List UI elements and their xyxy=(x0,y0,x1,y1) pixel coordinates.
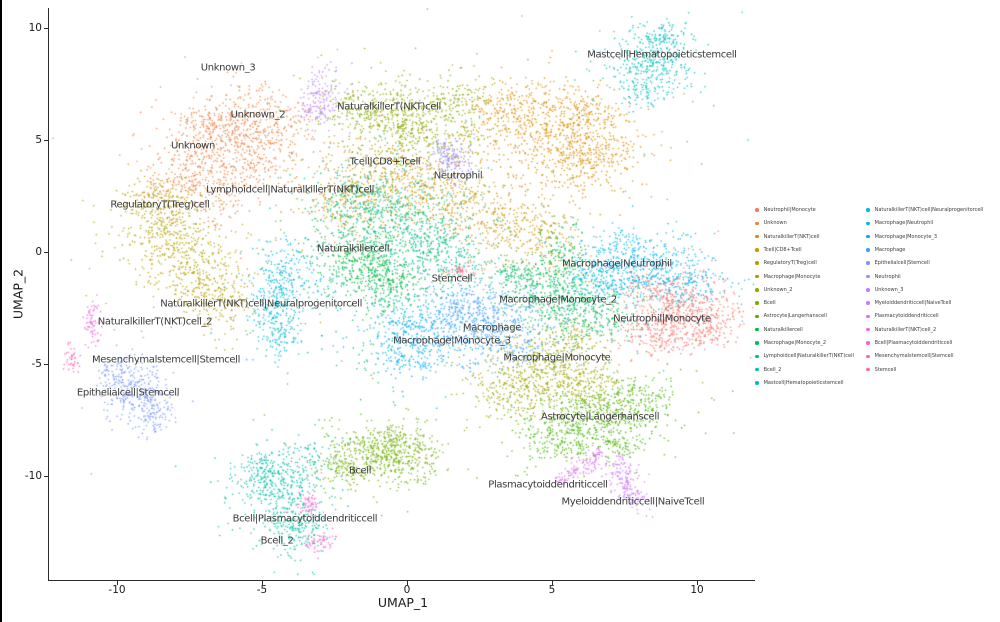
cluster-label: Bcell_2 xyxy=(260,535,294,547)
cluster-label: NaturalkillerT(NKT)cell_2 xyxy=(97,316,213,328)
x-tick-mark xyxy=(117,581,118,585)
cluster-label: Neutrophil|Monocyte xyxy=(613,313,711,325)
cluster-label: Lymphoidcell|NaturalkillerT(NKT)cell xyxy=(206,184,375,196)
cluster-label: Tcell|CD8+Tcell xyxy=(349,156,421,168)
cluster-label: Unknown xyxy=(170,140,215,152)
cluster-label: Stemcell xyxy=(431,273,473,285)
cluster-label: Astrocyte|Langerhanscell xyxy=(541,411,660,423)
x-tick-label: 10 xyxy=(690,584,704,596)
cluster-label: Bcell xyxy=(348,465,372,477)
y-axis-title: UMAP_2 xyxy=(10,268,26,320)
cluster-label: RegulatoryT(Treg)cell xyxy=(110,199,210,211)
cluster-label: Macrophage|Neutrophil xyxy=(562,258,672,270)
y-tick-mark xyxy=(44,476,48,477)
y-tick-mark xyxy=(44,252,48,253)
cluster-label: Mesenchymalstemcell|Stemcell xyxy=(91,354,241,366)
x-tick-label: -10 xyxy=(108,584,126,596)
cluster-label: Macrophage|Monocyte_3 xyxy=(393,335,511,347)
x-axis-line xyxy=(48,580,755,581)
y-tick-mark xyxy=(44,28,48,29)
y-tick-label: 5 xyxy=(35,134,42,146)
cluster-label: Plasmacytoiddendriticcell xyxy=(488,479,608,491)
cluster-label: Naturalkillercell xyxy=(316,243,390,255)
x-tick-label: 0 xyxy=(403,584,411,596)
y-tick-label: -10 xyxy=(24,470,42,482)
cluster-label: NaturalkillerT(NKT)cell xyxy=(337,101,441,113)
cluster-label: Mastcell|Hematopoieticstemcell xyxy=(587,49,737,61)
x-tick-mark xyxy=(262,581,263,585)
cluster-label: Macrophage xyxy=(462,322,522,334)
y-tick-label: 10 xyxy=(28,22,42,34)
cluster-label: Macrophage|Monocyte xyxy=(503,352,611,364)
x-tick-mark xyxy=(552,581,553,585)
cluster-label: Epithelialcell|Stemcell xyxy=(76,387,180,399)
cluster-label: Neutrophil xyxy=(433,170,483,182)
cluster-label: NaturalkillerT(NKT)cell|Neuralprogenitor… xyxy=(160,298,363,310)
cluster-label: Unknown_2 xyxy=(230,109,286,121)
cluster-label: Myeloiddendriticcell|NaiveTcell xyxy=(561,496,705,508)
x-tick-label: 5 xyxy=(548,584,556,596)
x-tick-mark xyxy=(697,581,698,585)
x-tick-mark xyxy=(407,581,408,585)
y-tick-label: 0 xyxy=(35,246,42,258)
x-axis-title: UMAP_1 xyxy=(377,595,429,610)
y-axis-line xyxy=(48,8,49,580)
y-tick-mark xyxy=(44,364,48,365)
cluster-label: Unknown_3 xyxy=(200,62,256,74)
y-tick-label: -5 xyxy=(31,358,42,370)
cluster-label: Bcell|Plasmacytoiddendriticcell xyxy=(232,513,378,525)
cluster-label: Macrophage|Monocyte_2 xyxy=(499,294,617,306)
x-tick-label: -5 xyxy=(256,584,268,596)
y-tick-mark xyxy=(44,140,48,141)
